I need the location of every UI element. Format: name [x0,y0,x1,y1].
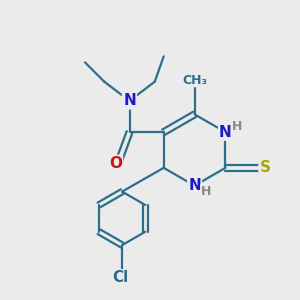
Text: O: O [109,156,122,171]
Text: S: S [260,160,271,175]
Text: H: H [201,184,211,197]
Text: Cl: Cl [112,270,129,285]
Text: CH₃: CH₃ [182,74,207,87]
Text: N: N [123,94,136,109]
Text: N: N [219,125,232,140]
Text: H: H [232,120,242,133]
Text: N: N [188,178,201,193]
